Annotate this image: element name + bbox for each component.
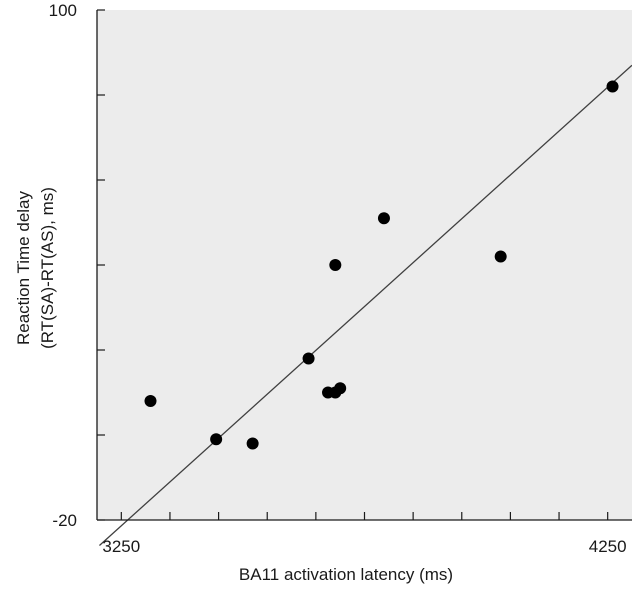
- y-tick-label: -20: [52, 511, 77, 530]
- data-point: [210, 433, 223, 446]
- plot-area: [97, 10, 632, 520]
- y-axis-label-line-1: Reaction Time delay: [14, 190, 33, 345]
- data-point: [302, 352, 315, 365]
- data-point: [494, 250, 507, 263]
- data-point: [144, 395, 157, 407]
- data-point: [377, 212, 390, 225]
- x-tick-label: 4250: [589, 537, 627, 556]
- x-tick-label: 3250: [102, 537, 140, 556]
- y-axis-label: Reaction Time delay (RT(SA)-RT(AS), ms): [14, 187, 57, 349]
- regression-line: [98, 64, 632, 546]
- data-point: [334, 382, 347, 395]
- y-tick-label: 100: [49, 1, 77, 20]
- x-axis-label: BA11 activation latency (ms): [239, 565, 453, 584]
- data-point: [246, 437, 259, 450]
- data-point: [329, 259, 342, 271]
- y-axis-label-line-2: (RT(SA)-RT(AS), ms): [38, 187, 57, 349]
- data-point: [606, 80, 619, 93]
